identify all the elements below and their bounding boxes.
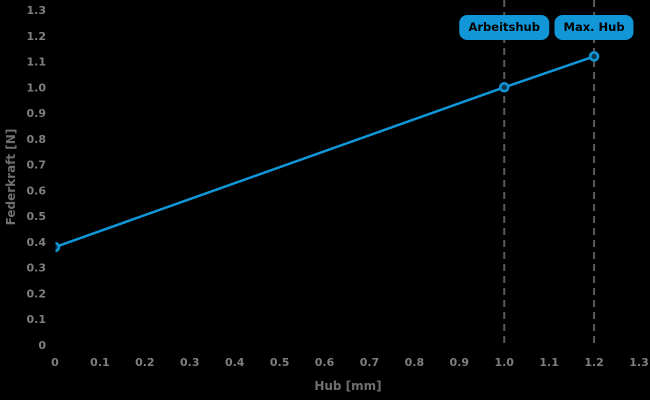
x-tick-label: 0.8	[405, 356, 425, 369]
y-tick-label: 0.3	[27, 262, 47, 275]
y-tick-label: 0.5	[27, 210, 47, 223]
y-axis-title: Federkraft [N]	[4, 128, 18, 226]
x-tick-label: 0.2	[135, 356, 155, 369]
series-line	[55, 55, 595, 249]
data-point-marker	[588, 51, 600, 62]
x-tick-label: 0.4	[225, 356, 245, 369]
y-tick-label: 0.2	[27, 287, 47, 300]
x-tick-label: 0.5	[270, 356, 290, 369]
y-tick-label: 0.9	[27, 107, 47, 120]
x-tick-label: 0.9	[450, 356, 470, 369]
x-tick-label: 1.2	[584, 356, 604, 369]
annotation-badge-max-hub: Max. Hub	[554, 15, 634, 40]
annotation-badge-arbeitshub: Arbeitshub	[459, 15, 549, 40]
y-tick-label: 0	[38, 339, 46, 352]
y-tick-label: 1.1	[27, 56, 47, 69]
data-point-marker	[55, 241, 61, 253]
x-tick-label: 1.3	[629, 356, 649, 369]
x-tick-label: 1.1	[539, 356, 559, 369]
y-tick-label: 1.3	[27, 4, 47, 17]
x-tick-label: 0.6	[315, 356, 335, 369]
y-tick-label: 0.8	[27, 133, 47, 146]
x-tick-label: 0.7	[360, 356, 380, 369]
y-tick-label: 0.6	[27, 184, 47, 197]
y-tick-label: 0.4	[27, 236, 47, 249]
y-tick-label: 1.2	[27, 30, 47, 43]
data-point-marker	[498, 82, 510, 93]
x-tick-label: 0	[51, 356, 59, 369]
x-tick-label: 0.3	[180, 356, 200, 369]
y-tick-label: 1.0	[27, 81, 47, 94]
x-tick-label: 1.0	[494, 356, 514, 369]
x-axis-title: Hub [mm]	[314, 379, 382, 393]
y-tick-label: 0.7	[27, 159, 47, 172]
x-tick-label: 0.1	[90, 356, 110, 369]
y-tick-label: 0.1	[27, 313, 47, 326]
